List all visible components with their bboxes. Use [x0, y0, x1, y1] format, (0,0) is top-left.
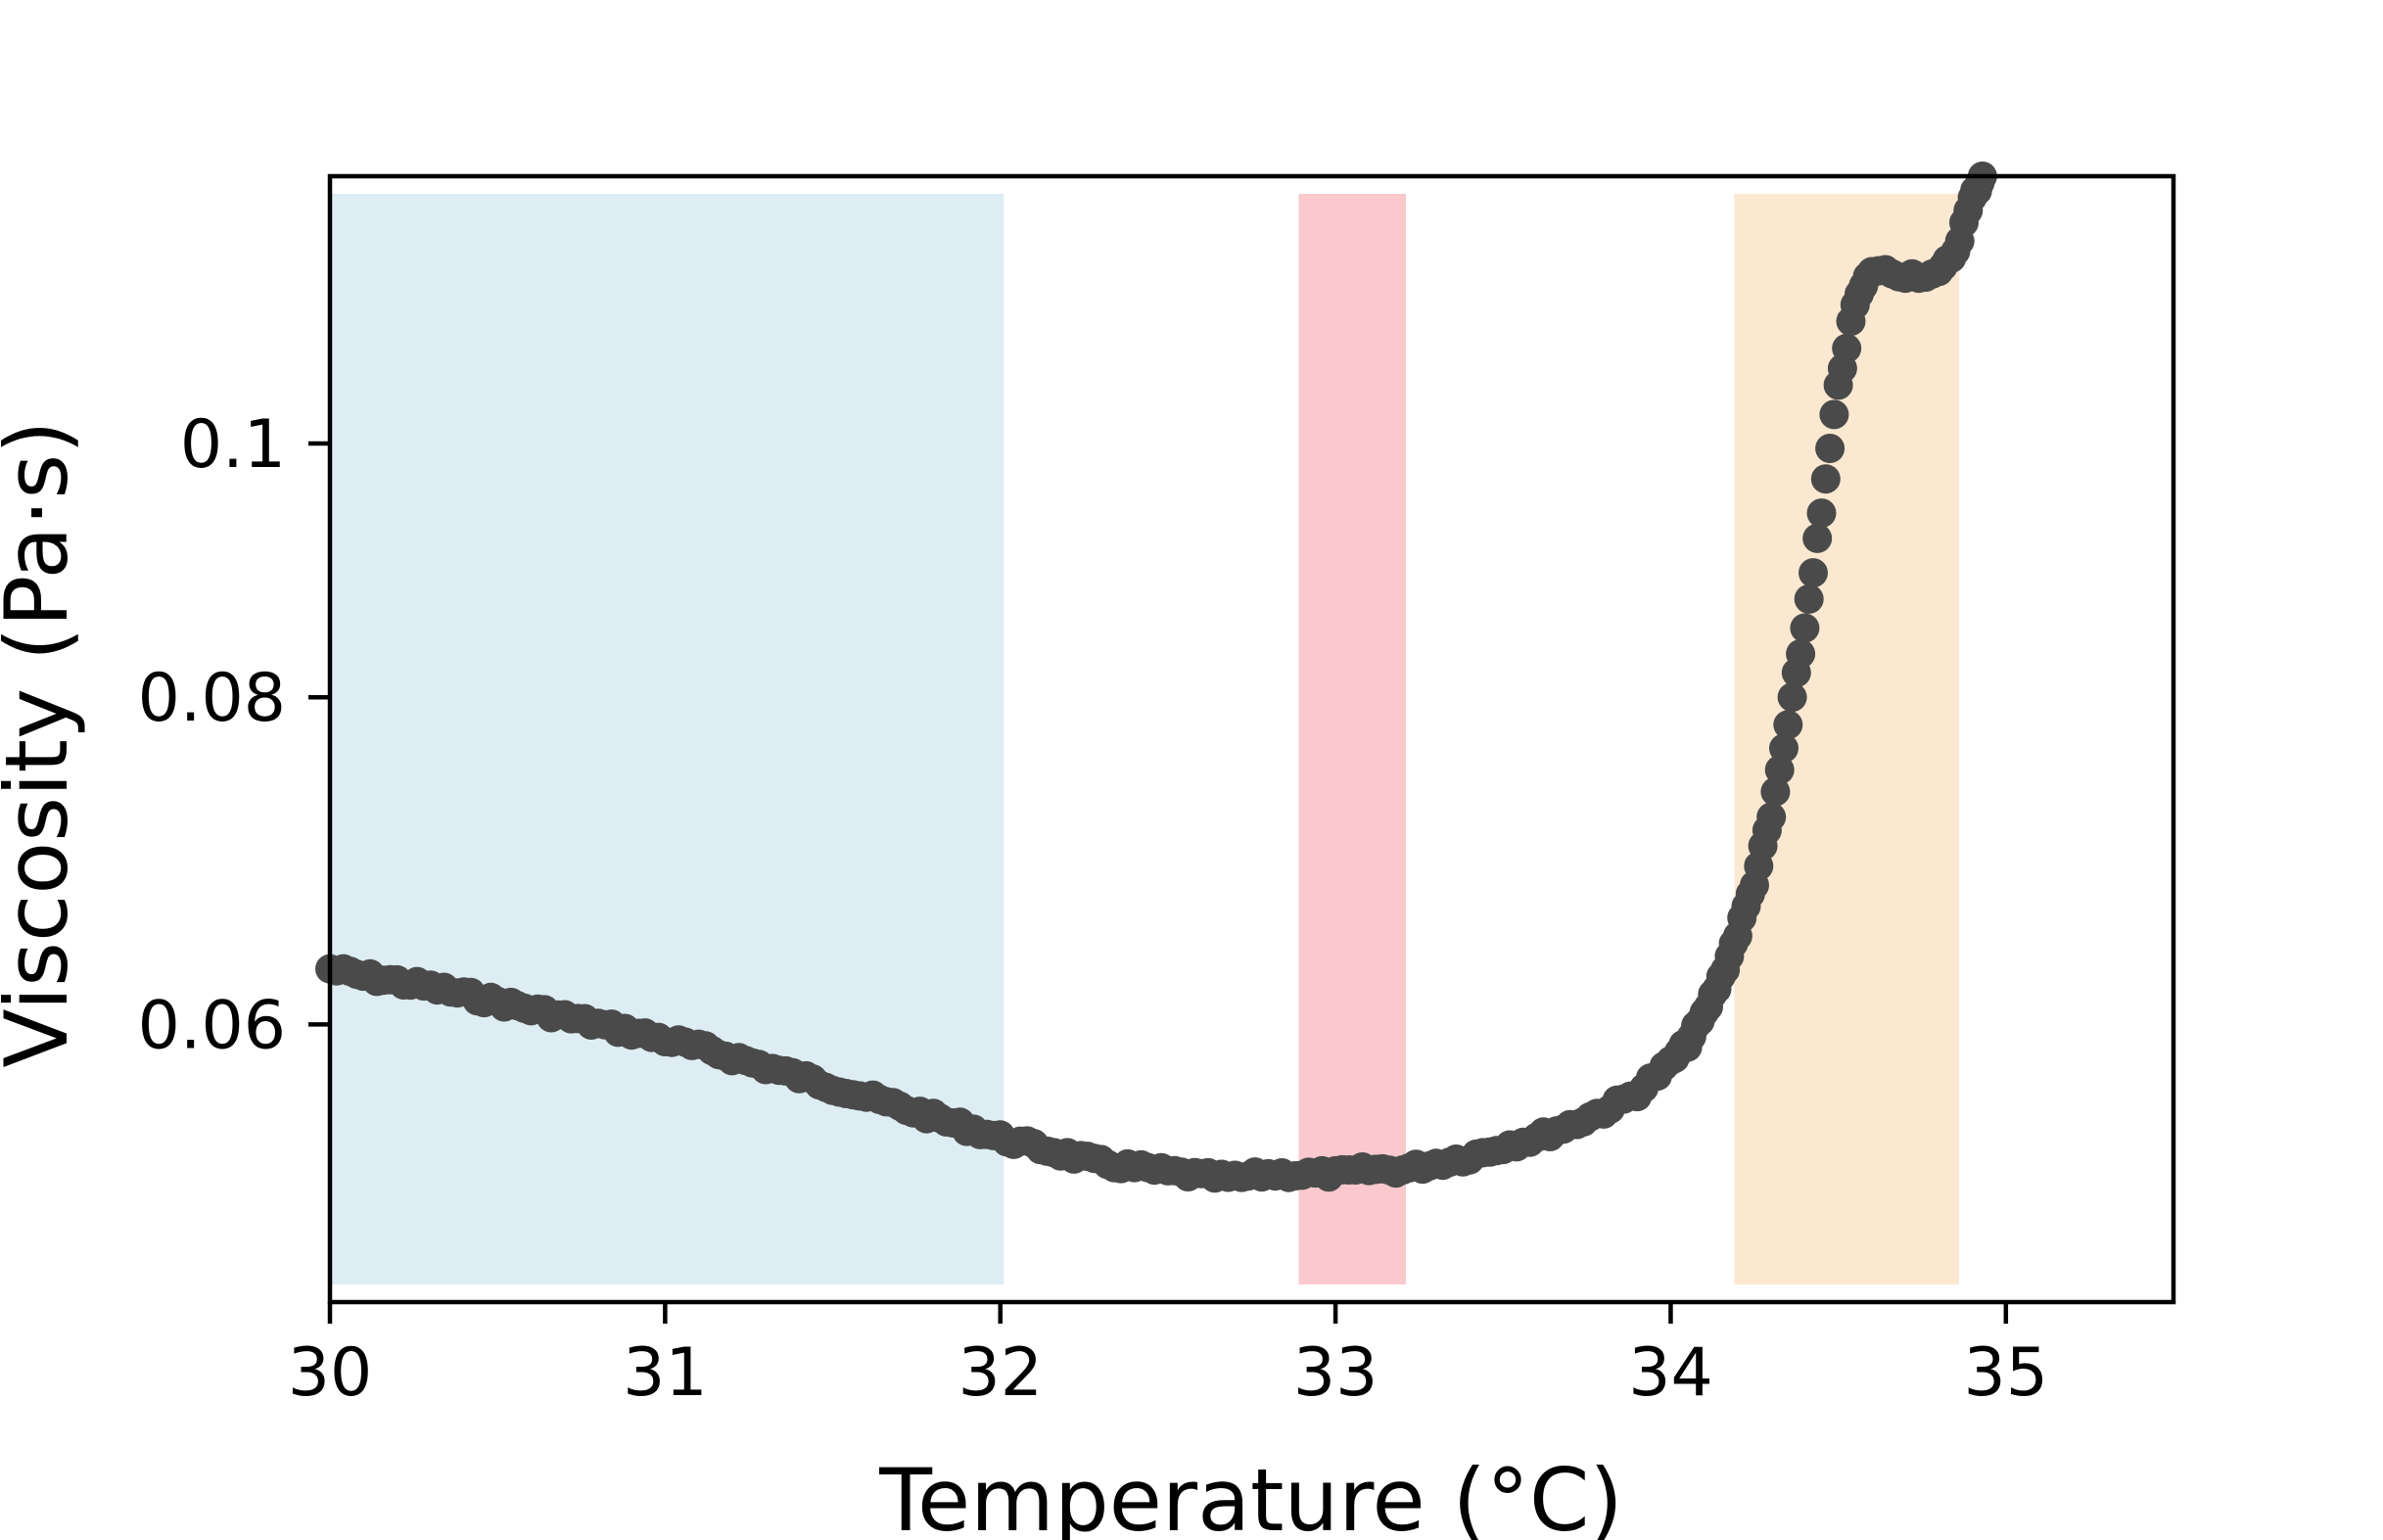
x-axis-ticks: 30 31 32 33 34 35 [288, 1302, 2048, 1412]
data-point [1810, 464, 1841, 494]
x-axis-label: Temperature (°C) [878, 1450, 1623, 1540]
x-tick-label: 31 [623, 1334, 708, 1412]
data-point [1786, 638, 1816, 669]
plot-frame [327, 173, 2176, 1305]
y-axis-ticks: 0.06 0.08 0.1 [138, 406, 330, 1064]
data-point [1819, 399, 1849, 430]
data-points [315, 162, 1997, 1193]
data-point [1799, 558, 1828, 588]
x-tick-label: 33 [1293, 1334, 1378, 1412]
y-axis-label: Viscosity (Pa·s) [0, 420, 87, 1067]
x-tick-label: 32 [958, 1334, 1043, 1412]
shaded-region-2 [1298, 194, 1406, 1284]
y-tick-label: 0.08 [138, 660, 286, 737]
y-tick-label: 0.06 [138, 987, 286, 1064]
x-tick-label: 30 [288, 1334, 373, 1412]
y-tick-label: 0.1 [180, 406, 286, 484]
data-point [1773, 710, 1803, 740]
data-point [1760, 776, 1791, 807]
data-point [1777, 682, 1807, 713]
data-point [1832, 333, 1862, 363]
data-point [1790, 613, 1820, 643]
data-point [1806, 498, 1837, 529]
data-point [1756, 802, 1787, 832]
x-tick-label: 35 [1964, 1334, 2049, 1412]
data-point [1794, 583, 1824, 614]
x-tick-label: 34 [1628, 1334, 1713, 1412]
data-point [1802, 523, 1833, 553]
data-point [1815, 434, 1846, 463]
data-point [1769, 733, 1799, 764]
